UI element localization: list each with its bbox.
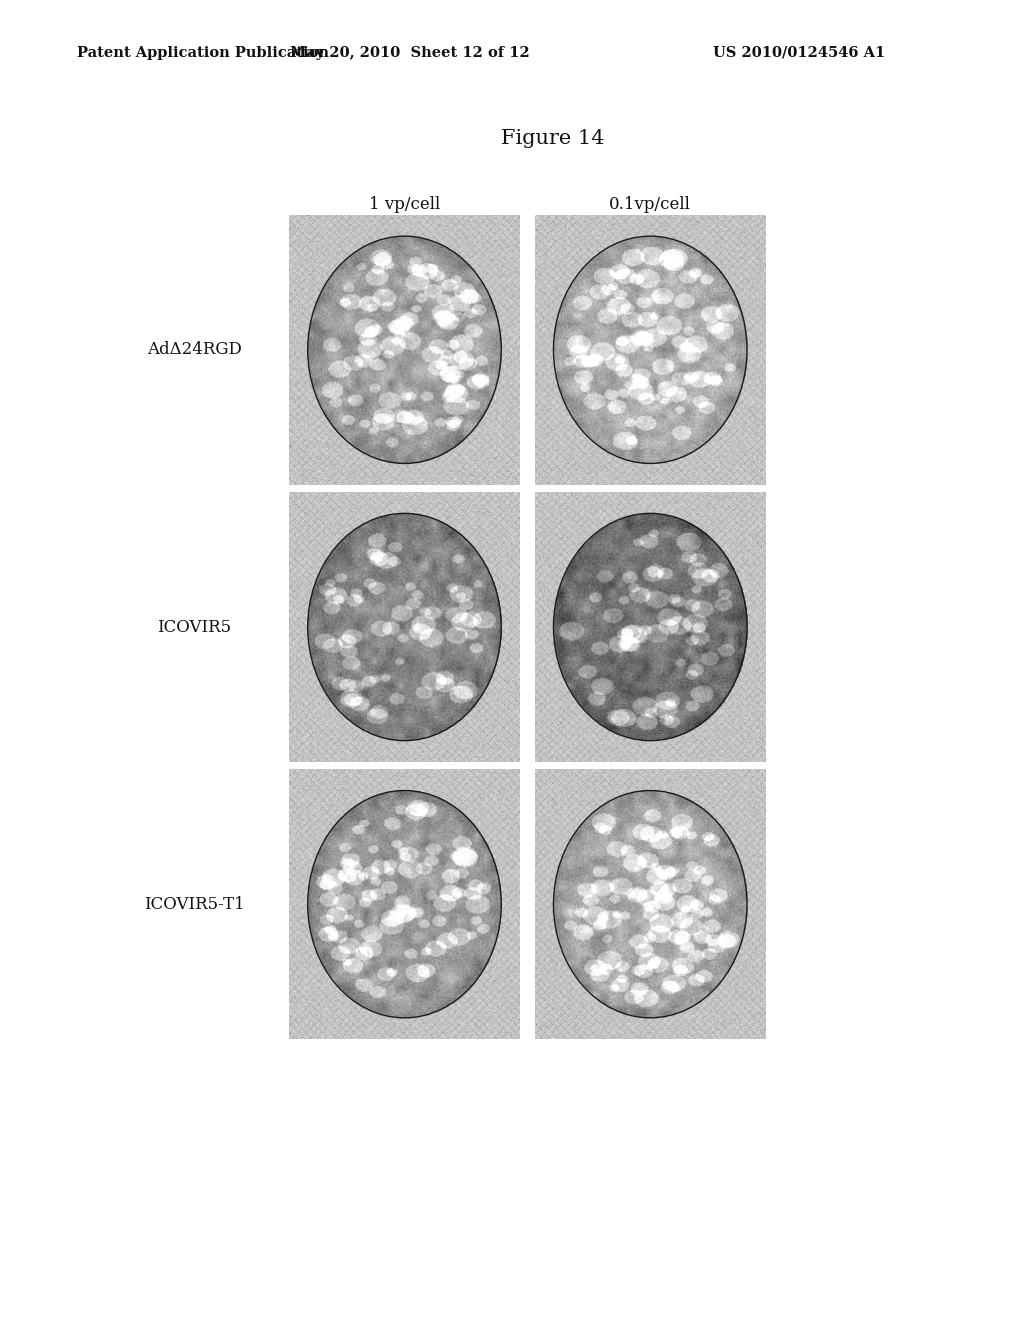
Text: May 20, 2010  Sheet 12 of 12: May 20, 2010 Sheet 12 of 12	[290, 46, 529, 59]
Text: AdΔ24RGD: AdΔ24RGD	[147, 342, 242, 358]
Text: 0.1vp/cell: 0.1vp/cell	[609, 197, 691, 213]
Text: 1 vp/cell: 1 vp/cell	[369, 197, 440, 213]
Text: ICOVIR5-T1: ICOVIR5-T1	[144, 896, 245, 912]
Text: US 2010/0124546 A1: US 2010/0124546 A1	[713, 46, 885, 59]
Text: Figure 14: Figure 14	[501, 129, 605, 148]
Text: Patent Application Publication: Patent Application Publication	[77, 46, 329, 59]
Text: ICOVIR5: ICOVIR5	[158, 619, 231, 635]
